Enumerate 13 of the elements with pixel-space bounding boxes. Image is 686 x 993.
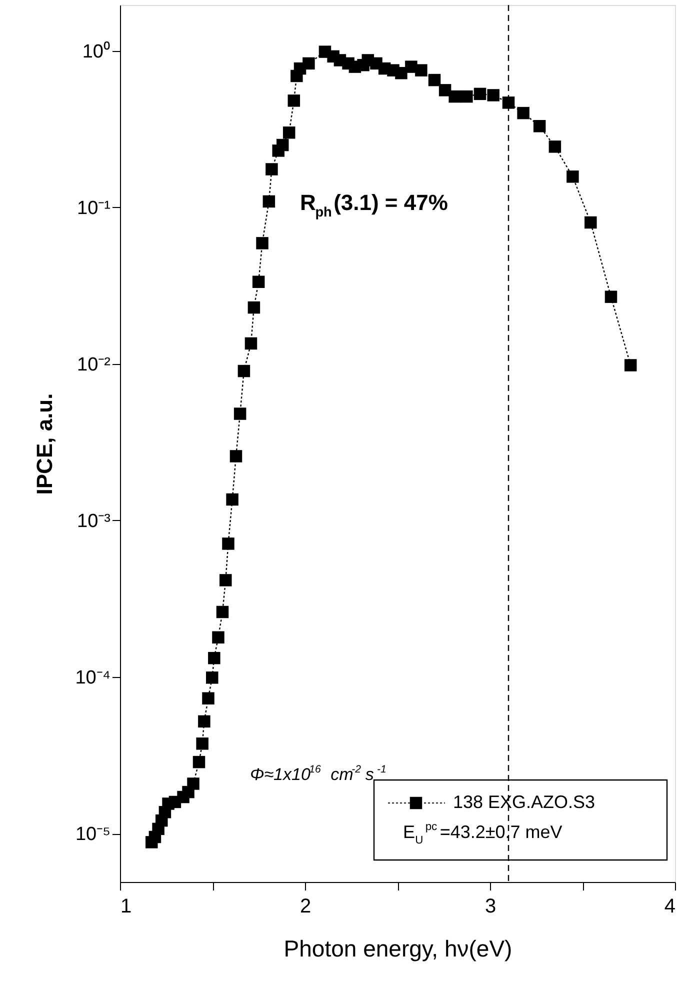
y-tick-label: 10⁰ <box>82 40 110 62</box>
x-tick-label: 1 <box>120 896 132 918</box>
x-tick-label: 4 <box>664 896 676 918</box>
y-tick-label: 10⁻⁴ <box>75 667 110 688</box>
y-tick-label: 10⁻⁵ <box>75 824 110 845</box>
x-axis-title: Photon energy, hν(eV) <box>284 936 512 962</box>
y-tick-label: 10⁻³ <box>77 510 110 532</box>
y-tick-label: 10⁻¹ <box>77 198 110 219</box>
y-tick-label: 10⁻² <box>77 354 110 376</box>
x-tick-label: 3 <box>484 896 496 918</box>
x-tick-label: 2 <box>300 896 312 918</box>
legend-label: 138 EXG.AZO.S3 <box>453 792 596 812</box>
y-axis-title: IPCE, a.u. <box>32 393 58 495</box>
